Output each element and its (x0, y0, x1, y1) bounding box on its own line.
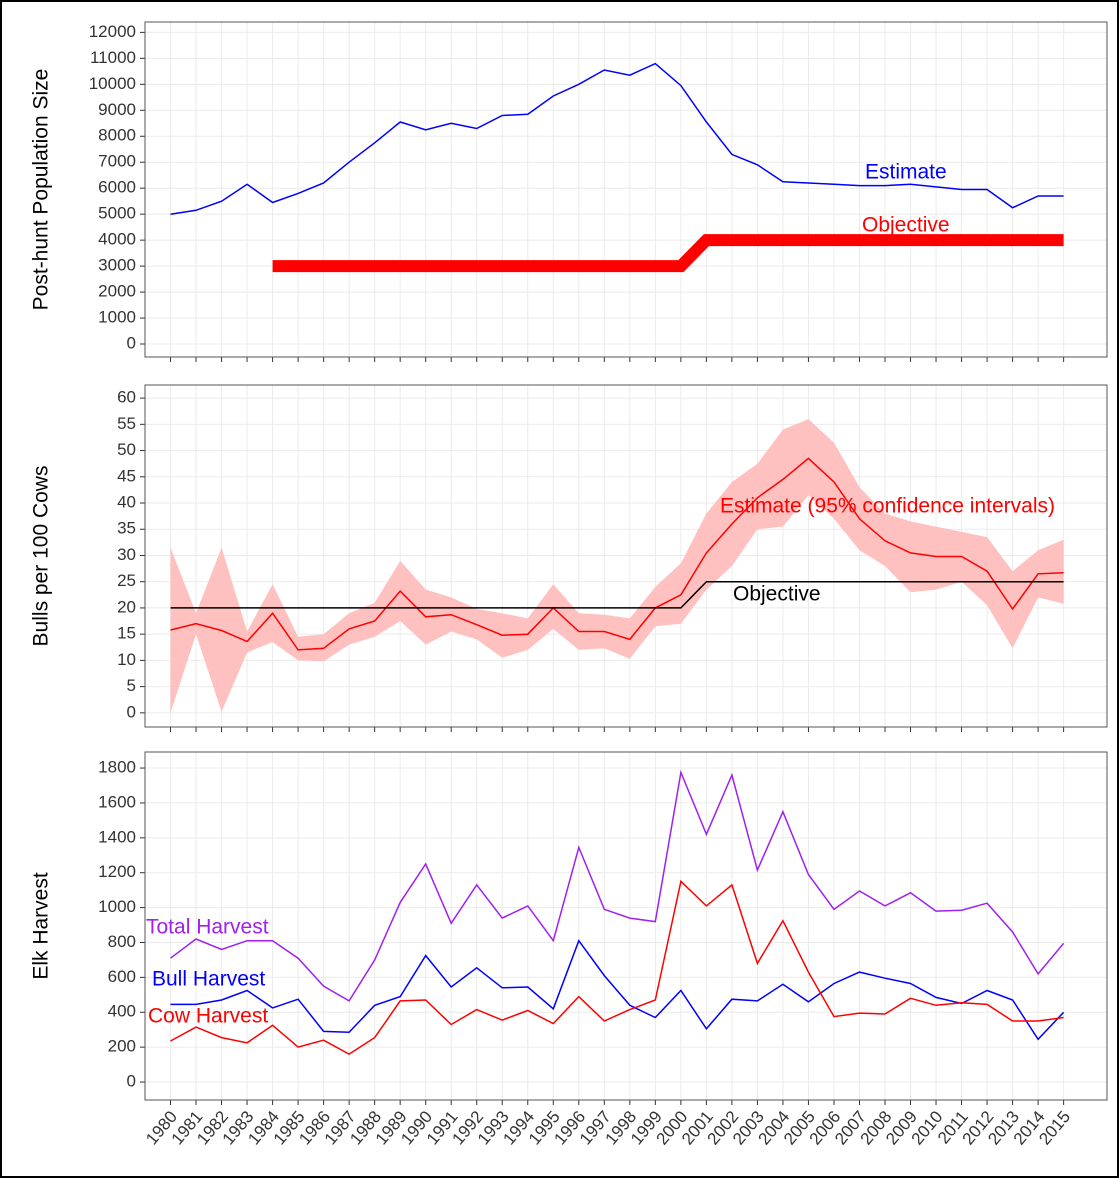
y-tick-label: 4000 (98, 230, 136, 249)
series-label: Objective (862, 214, 950, 237)
y-tick-label: 50 (117, 440, 136, 459)
series-label: Objective (733, 583, 821, 606)
series-label: Total Harvest (146, 916, 269, 939)
series-label: Estimate (95% confidence intervals) (720, 495, 1055, 518)
plot-border (144, 21, 1108, 358)
series-line (170, 457, 1064, 651)
series-line (170, 62, 1064, 215)
series-line (272, 234, 1064, 273)
y-tick-label: 40 (117, 493, 136, 512)
series-line (170, 939, 1065, 1041)
y-tick-label: 800 (108, 932, 136, 951)
y-tick-label: 11000 (90, 48, 136, 67)
y-tick-label: 6000 (98, 178, 136, 197)
y-tick-label: 55 (117, 414, 136, 433)
y-tick-label: 1200 (98, 862, 136, 881)
y-tick-label: 0 (127, 1072, 136, 1091)
y-tick-label: 12000 (89, 22, 136, 41)
y-tick-label: 600 (108, 967, 136, 986)
y-tick-label: 200 (108, 1037, 136, 1056)
y-tick-label: 400 (108, 1002, 136, 1021)
y-tick-label: 0 (127, 333, 136, 352)
confidence-band (170, 419, 1064, 713)
y-tick-label: 2000 (98, 282, 136, 301)
y-tick-label: 10 (117, 650, 136, 669)
y-tick-label: 1800 (98, 758, 136, 777)
plot-area (145, 752, 1107, 1100)
series-label: Bull Harvest (152, 968, 265, 991)
y-tick-label: 25 (117, 571, 136, 590)
y-tick-label: 1600 (98, 792, 136, 811)
y-tick-label: 30 (117, 545, 136, 564)
y-axis-title: Bulls per 100 Cows (30, 466, 53, 647)
series-line (170, 769, 1065, 1002)
series-label: Estimate (865, 161, 947, 184)
y-tick-label: 45 (117, 466, 136, 485)
plot-area (145, 22, 1107, 357)
y-axis-title: Post-hunt Population Size (30, 69, 53, 311)
y-tick-label: 8000 (98, 126, 136, 145)
y-tick-label: 15 (117, 624, 136, 643)
y-tick-label: 5000 (98, 204, 136, 223)
y-tick-label: 1000 (98, 308, 136, 327)
series-line (170, 580, 1064, 609)
y-tick-label: 0 (127, 702, 136, 721)
series-label: Cow Harvest (148, 1005, 268, 1028)
y-tick-label: 60 (117, 388, 136, 407)
y-axis-title: Elk Harvest (30, 872, 53, 980)
y-tick-label: 3000 (98, 256, 136, 275)
y-tick-label: 5 (127, 676, 136, 695)
y-tick-label: 20 (117, 597, 136, 616)
y-tick-label: 7000 (98, 152, 136, 171)
y-tick-label: 1000 (98, 897, 136, 916)
y-tick-label: 9000 (98, 100, 136, 119)
plot-border (144, 384, 1108, 728)
series-line (170, 879, 1064, 1055)
y-tick-label: 35 (117, 519, 136, 538)
y-tick-label: 10000 (89, 74, 136, 93)
y-tick-label: 1400 (98, 827, 136, 846)
plot-border (144, 751, 1108, 1101)
